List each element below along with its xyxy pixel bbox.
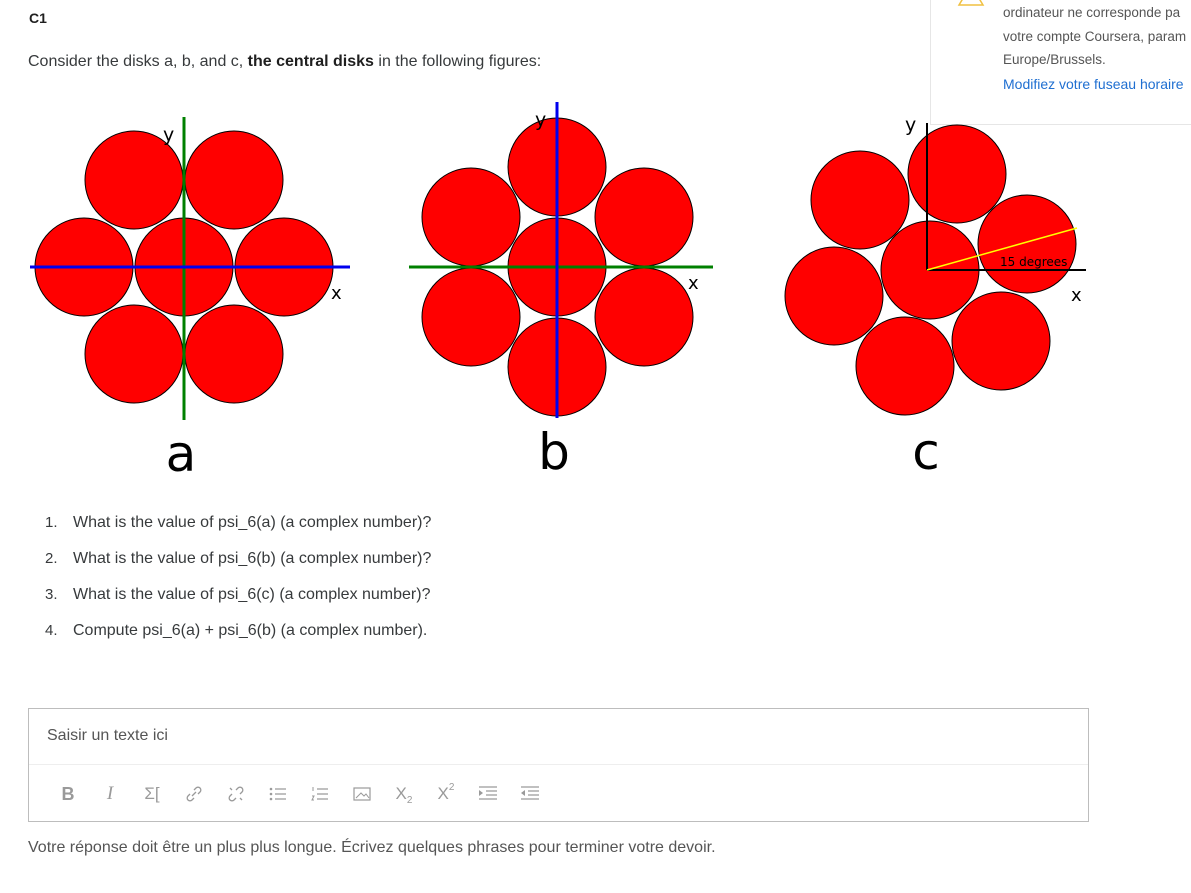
- disk: [421, 167, 521, 267]
- list-item: 2. What is the value of psi_6(b) (a compl…: [45, 550, 432, 567]
- list-item: 3. What is the value of psi_6(c) (a compl…: [45, 586, 431, 603]
- link-icon[interactable]: [173, 779, 215, 809]
- y-label-b: y: [535, 109, 546, 131]
- image-icon[interactable]: [341, 779, 383, 809]
- question-title: C1: [29, 10, 47, 26]
- unlink-icon[interactable]: [215, 779, 257, 809]
- timezone-notice: ordinateur ne corresponde pa votre compt…: [930, 0, 1191, 125]
- disk: [184, 304, 284, 404]
- bold-icon[interactable]: B: [61, 783, 75, 804]
- disk: [84, 304, 184, 404]
- math-icon[interactable]: Σ[: [144, 784, 160, 803]
- question-list: 1. What is the value of psi_6(a) (a compl…: [45, 505, 431, 649]
- disk: [594, 167, 694, 267]
- answer-length-hint: Votre réponse doit être un plus plus lon…: [28, 839, 716, 856]
- disk: [907, 124, 1007, 224]
- disk: [421, 267, 521, 367]
- bullet-list-icon[interactable]: [257, 779, 299, 809]
- intro-suffix: in the following figures:: [373, 53, 542, 70]
- figure-a: y x a: [30, 117, 350, 483]
- disk: [594, 267, 694, 367]
- x-label-c: x: [1071, 285, 1082, 306]
- answer-placeholder[interactable]: Saisir un texte ici: [47, 727, 168, 744]
- disk: [855, 316, 955, 416]
- italic-icon[interactable]: I: [106, 783, 114, 804]
- list-item: 1. What is the value of psi_6(a) (a compl…: [45, 514, 432, 531]
- x-label-b: x: [688, 273, 699, 294]
- angle-label-c: 15 degrees: [1000, 255, 1067, 269]
- caption-b: b: [538, 423, 570, 481]
- caption-c: c: [912, 423, 940, 481]
- notice-line-2: votre compte Coursera, param: [1003, 29, 1187, 44]
- angle-line-c: [926, 227, 1078, 271]
- disk-figures: y x a y x b: [30, 102, 1086, 483]
- numbered-list-icon[interactable]: [299, 779, 341, 809]
- intro-prefix: Consider the disks a, b, and c,: [28, 53, 248, 70]
- y-label-a: y: [163, 124, 174, 146]
- disk: [184, 130, 284, 230]
- indent-icon[interactable]: [467, 779, 509, 809]
- disk: [784, 246, 884, 346]
- disk: [810, 150, 910, 250]
- outdent-icon[interactable]: [509, 779, 551, 809]
- intro-bold: the central disks: [247, 53, 374, 70]
- notice-line-3: Europe/Brussels.: [1003, 52, 1106, 67]
- disk: [977, 194, 1077, 294]
- figure-c: y x 15 degrees c: [784, 114, 1086, 481]
- y-label-c: y: [905, 114, 916, 136]
- figure-b: y x b: [409, 102, 713, 481]
- question-intro: Consider the disks a, b, and c, the cent…: [28, 53, 541, 71]
- caption-a: a: [166, 425, 197, 483]
- warning-icon: [957, 0, 985, 6]
- x-label-a: x: [331, 283, 342, 304]
- list-item: 4. Compute psi_6(a) + psi_6(b) (a complex…: [45, 622, 428, 639]
- change-timezone-link[interactable]: Modifiez votre fuseau horaire: [1003, 76, 1184, 92]
- editor-divider: [29, 764, 1088, 765]
- disk: [951, 291, 1051, 391]
- notice-line-1: ordinateur ne corresponde pa: [1003, 5, 1181, 20]
